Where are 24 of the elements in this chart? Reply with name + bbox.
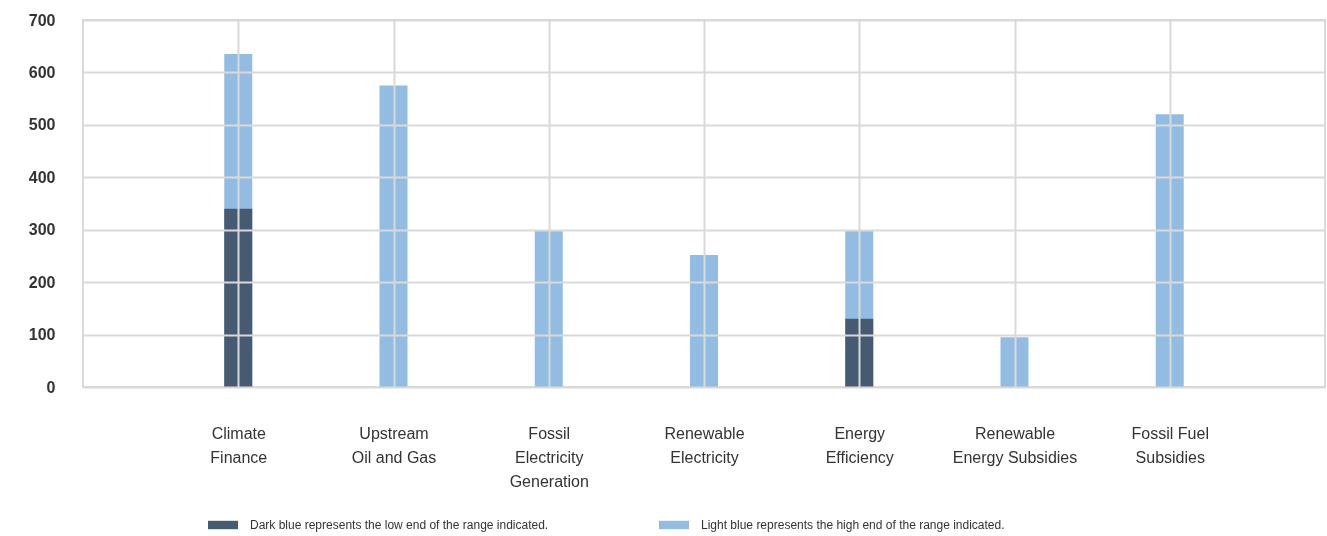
y-tick-label: 100	[28, 326, 56, 344]
y-tick-label: 200	[28, 273, 56, 291]
bar	[379, 85, 408, 387]
bar	[845, 318, 874, 387]
x-tick-label: Fossil Electricity Generation	[509, 424, 589, 490]
bar	[1000, 337, 1029, 387]
x-tick-label: Energy Efficiency	[825, 424, 894, 466]
y-tick-label: 700	[28, 11, 56, 29]
x-tick-label: Fossil Fuel Subsidies	[1131, 424, 1209, 466]
legend-label: Dark blue represents the low end of the range indicated.	[250, 518, 549, 532]
y-tick-label: 300	[28, 221, 56, 239]
x-tick-label: Upstream Oil and Gas	[351, 424, 437, 466]
y-tick-label: 400	[28, 168, 56, 186]
legend-label: Light blue represents the high end of the range indicated.	[701, 518, 1005, 532]
bar	[224, 208, 253, 387]
bar	[534, 230, 563, 387]
x-tick-label: Renewable Energy Subsidies	[952, 424, 1078, 466]
y-tick-label: 0	[46, 378, 56, 396]
bar	[1155, 114, 1184, 387]
bar	[690, 254, 718, 387]
x-tick-label: Climate Finance	[210, 424, 268, 466]
x-tick-label: Renewable Electricity	[664, 424, 745, 466]
y-tick-label: 500	[28, 116, 56, 134]
y-tick-label: 600	[28, 63, 56, 81]
